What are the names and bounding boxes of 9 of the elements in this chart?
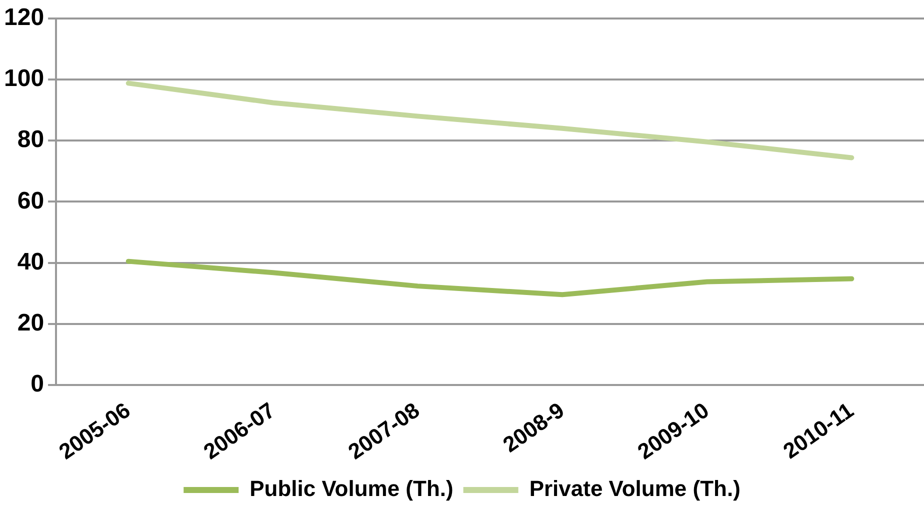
legend-label: Public Volume (Th.) (250, 476, 454, 502)
y-tick-label: 20 (17, 310, 44, 337)
y-tick-label: 80 (17, 126, 44, 154)
y-tick-label: 120 (4, 4, 44, 32)
y-tick-label: 60 (17, 187, 44, 214)
y-tick-label: 100 (4, 65, 44, 92)
legend-label: Private Volume (Th.) (529, 476, 740, 502)
y-tick-label: 0 (30, 370, 44, 398)
y-tick-label: 40 (17, 248, 44, 276)
